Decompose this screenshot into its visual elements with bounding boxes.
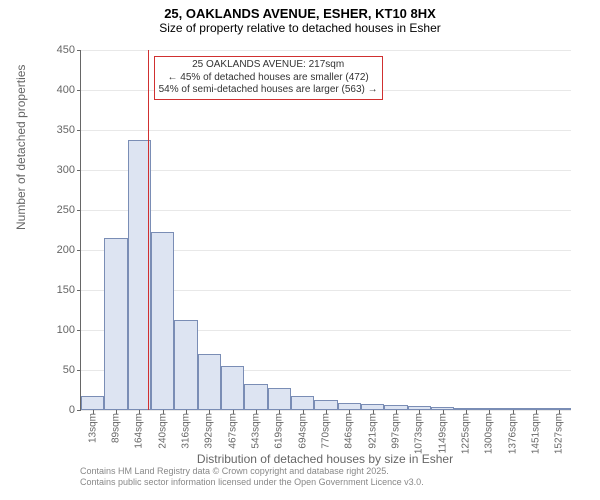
xtick-label: 921sqm <box>367 413 378 449</box>
histogram-bar <box>244 384 267 410</box>
xtick-label: 543sqm <box>251 413 262 449</box>
xtick-label: 240sqm <box>157 413 168 449</box>
ytick-label: 400 <box>57 84 75 96</box>
ytick-label: 100 <box>57 324 75 336</box>
ytick-label: 150 <box>57 284 75 296</box>
xtick-label: 846sqm <box>344 413 355 449</box>
gridline <box>81 210 571 211</box>
gridline <box>81 50 571 51</box>
ytick-mark <box>77 370 81 371</box>
x-axis-label: Distribution of detached houses by size … <box>80 452 570 466</box>
xtick-label: 316sqm <box>181 413 192 449</box>
ytick-mark <box>77 130 81 131</box>
ytick-label: 450 <box>57 44 75 56</box>
annotation-line: 25 OAKLANDS AVENUE: 217sqm <box>159 59 378 72</box>
ytick-mark <box>77 170 81 171</box>
ytick-mark <box>77 210 81 211</box>
xtick-label: 1527sqm <box>554 413 565 454</box>
xtick-label: 164sqm <box>134 413 145 449</box>
histogram-bar <box>104 238 127 410</box>
footer-line-2: Contains public sector information licen… <box>80 477 424 488</box>
annotation-box: 25 OAKLANDS AVENUE: 217sqm← 45% of detac… <box>154 56 383 100</box>
ytick-label: 350 <box>57 124 75 136</box>
y-axis-label: Number of detached properties <box>14 65 28 230</box>
plot-area: 05010015020025030035040045013sqm89sqm164… <box>80 50 571 411</box>
xtick-label: 997sqm <box>391 413 402 449</box>
ytick-mark <box>77 410 81 411</box>
chart-title: 25, OAKLANDS AVENUE, ESHER, KT10 8HX <box>0 0 600 21</box>
ytick-mark <box>77 290 81 291</box>
ytick-mark <box>77 250 81 251</box>
ytick-mark <box>77 330 81 331</box>
xtick-label: 694sqm <box>297 413 308 449</box>
ytick-mark <box>77 90 81 91</box>
xtick-label: 1300sqm <box>484 413 495 454</box>
histogram-bar <box>221 366 244 410</box>
ytick-mark <box>77 50 81 51</box>
histogram-bar <box>291 396 314 410</box>
gridline <box>81 170 571 171</box>
xtick-label: 1376sqm <box>507 413 518 454</box>
xtick-label: 392sqm <box>204 413 215 449</box>
annotation-line: ← 45% of detached houses are smaller (47… <box>159 72 378 85</box>
xtick-label: 13sqm <box>87 413 98 443</box>
ytick-label: 50 <box>63 364 75 376</box>
xtick-label: 770sqm <box>321 413 332 449</box>
ytick-label: 250 <box>57 204 75 216</box>
annotation-line: 54% of semi-detached houses are larger (… <box>159 84 378 97</box>
histogram-bar <box>151 232 174 410</box>
histogram-bar <box>81 396 104 410</box>
xtick-label: 1073sqm <box>414 413 425 454</box>
ytick-label: 0 <box>69 404 75 416</box>
xtick-label: 1225sqm <box>461 413 472 454</box>
gridline <box>81 130 571 131</box>
histogram-bar <box>268 388 291 410</box>
xtick-label: 1451sqm <box>531 413 542 454</box>
footer-attribution: Contains HM Land Registry data © Crown c… <box>80 466 424 488</box>
xtick-label: 1149sqm <box>437 413 448 453</box>
chart-subtitle: Size of property relative to detached ho… <box>0 21 600 39</box>
histogram-bar <box>198 354 221 410</box>
histogram-bar <box>314 400 337 410</box>
histogram-bar <box>338 403 361 410</box>
ytick-label: 200 <box>57 244 75 256</box>
property-marker-line <box>148 50 149 410</box>
xtick-label: 89sqm <box>111 413 122 443</box>
xtick-label: 467sqm <box>227 413 238 449</box>
footer-line-1: Contains HM Land Registry data © Crown c… <box>80 466 424 477</box>
ytick-label: 300 <box>57 164 75 176</box>
histogram-bar <box>174 320 197 410</box>
xtick-label: 619sqm <box>274 413 285 449</box>
